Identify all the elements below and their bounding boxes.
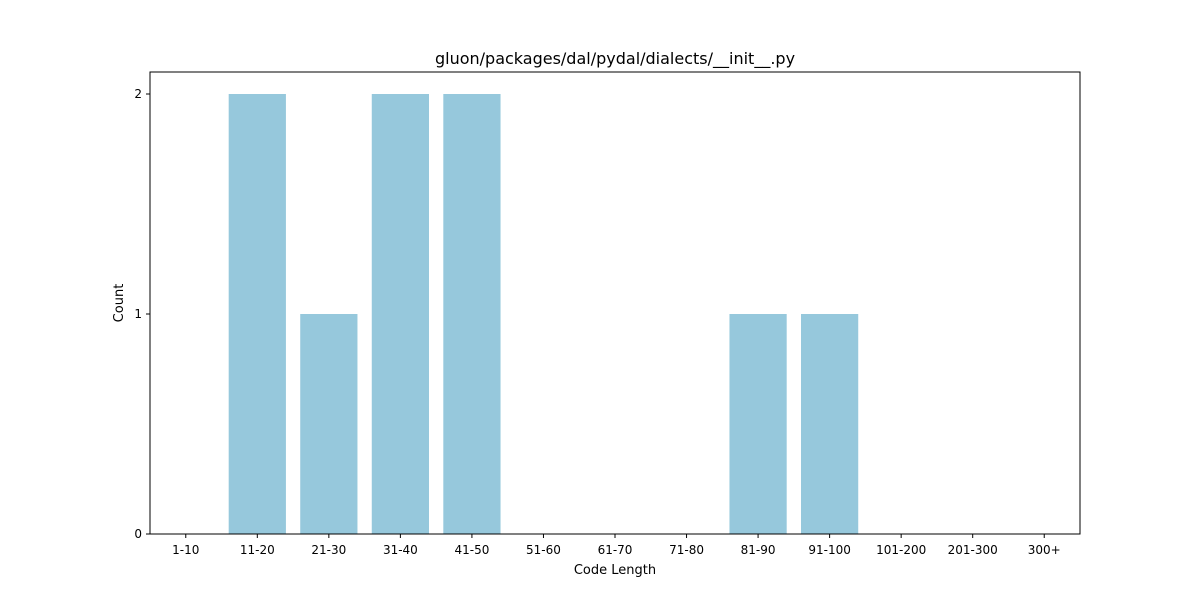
x-tick-label: 1-10 — [172, 543, 199, 557]
x-tick-label: 41-50 — [454, 543, 489, 557]
x-tick-label: 300+ — [1028, 543, 1061, 557]
x-tick-label: 21-30 — [311, 543, 346, 557]
x-axis-label: Code Length — [574, 563, 656, 578]
x-tick-label: 81-90 — [741, 543, 776, 557]
y-tick-label: 0 — [134, 527, 142, 541]
y-tick-label: 1 — [134, 307, 142, 321]
x-tick-label: 101-200 — [876, 543, 926, 557]
x-tick-label: 51-60 — [526, 543, 561, 557]
bar-21-30 — [300, 314, 358, 534]
x-axis-ticks: 1-10 11-20 21-30 31-40 41-50 51-60 61-70 71-80 8… — [172, 534, 1061, 557]
bar-41-50 — [443, 94, 501, 534]
bar-91-100 — [801, 314, 859, 534]
x-tick-label: 61-70 — [598, 543, 633, 557]
x-tick-label: 31-40 — [383, 543, 418, 557]
x-tick-label: 201-300 — [948, 543, 998, 557]
y-axis-ticks: 0 1 2 — [134, 87, 150, 541]
x-tick-label: 71-80 — [669, 543, 704, 557]
chart-title: gluon/packages/dal/pydal/dialects/__init… — [435, 49, 795, 69]
x-tick-label: 91-100 — [808, 543, 851, 557]
bar-31-40 — [371, 94, 429, 534]
bar-11-20 — [228, 94, 286, 534]
y-tick-label: 2 — [134, 87, 142, 101]
x-tick-label: 11-20 — [240, 543, 275, 557]
y-axis-label: Count — [112, 284, 127, 323]
bars-layer — [228, 94, 859, 534]
plot-area-frame — [149, 71, 1081, 535]
bar-81-90 — [729, 314, 787, 534]
